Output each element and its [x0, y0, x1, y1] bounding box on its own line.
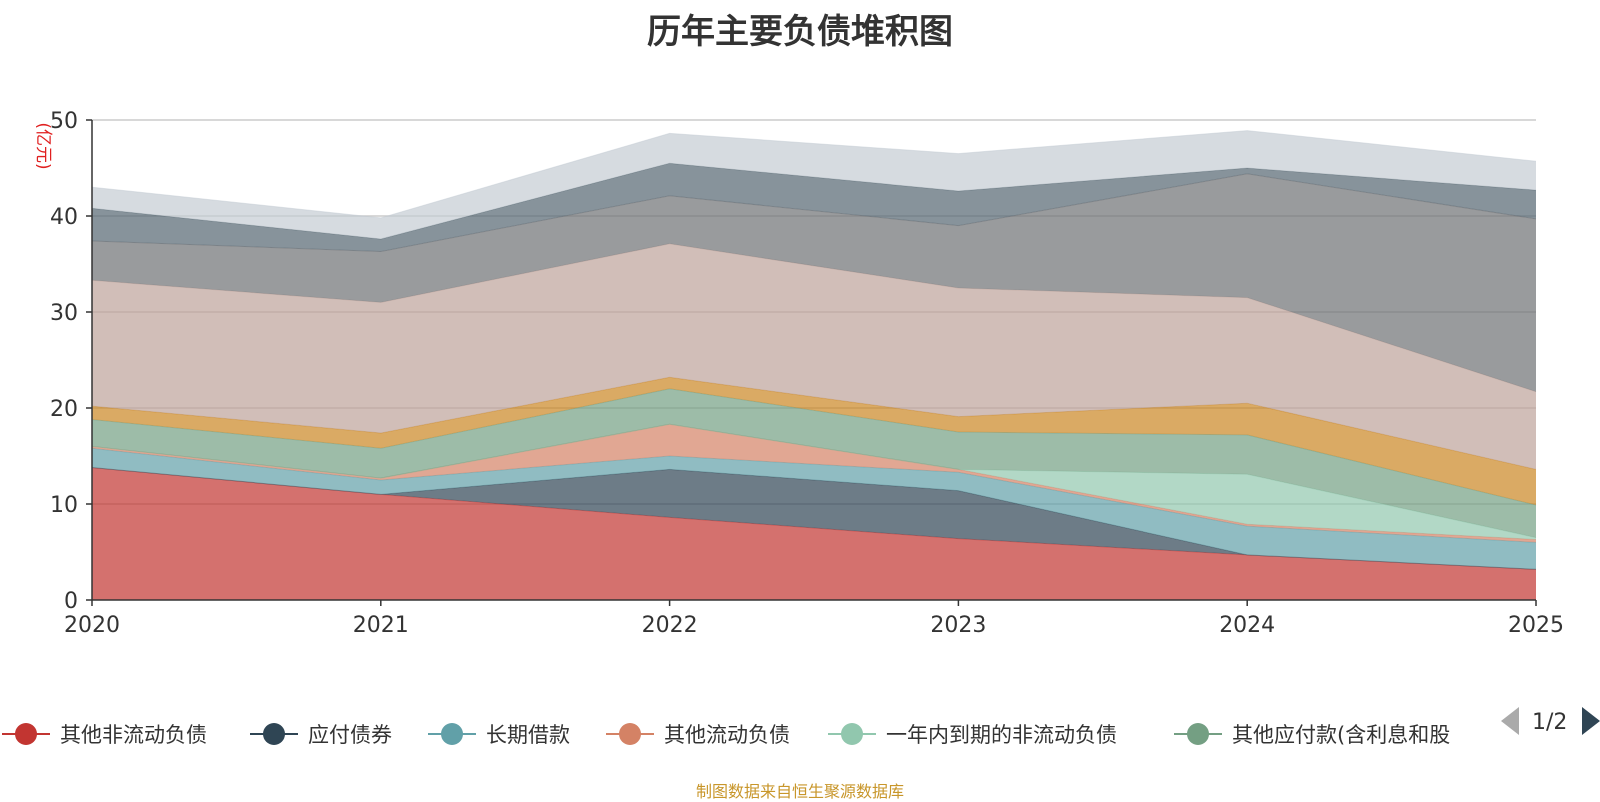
- x-tick-label: 2020: [64, 613, 120, 638]
- y-axis-unit-label: (亿元): [33, 122, 53, 169]
- area-3: [92, 448, 1536, 570]
- y-tick-label: 0: [64, 589, 78, 614]
- legend-marker-icon: [263, 723, 285, 745]
- area-2: [92, 467, 1536, 570]
- area-11: [92, 130, 1536, 239]
- legend-marker-icon: [15, 723, 37, 745]
- legend-item[interactable]: 其他应付款(含利息和股: [1174, 723, 1450, 747]
- legend-marker-icon: [1187, 723, 1209, 745]
- x-tick-label: 2021: [353, 613, 409, 638]
- legend-marker-icon: [841, 723, 863, 745]
- y-tick-label: 50: [50, 109, 78, 134]
- area-line-11: [91, 130, 1537, 219]
- legend-label: 长期借款: [486, 723, 570, 747]
- legend-item[interactable]: 其他非流动负债: [2, 723, 207, 747]
- legend-label: 其他应付款(含利息和股: [1232, 723, 1450, 747]
- legend-marker-icon: [619, 723, 641, 745]
- x-tick-label: 2022: [642, 613, 698, 638]
- area-6: [92, 388, 1536, 538]
- area-series: [91, 130, 1537, 600]
- legend-label: 其他非流动负债: [60, 723, 207, 747]
- axes: 0 10 20 30 40 50 2020 2021 2022 2023 2024 2025: [50, 109, 1564, 638]
- y-tick-label: 10: [50, 493, 78, 518]
- x-tick-label: 2023: [930, 613, 986, 638]
- x-tick-label: 2025: [1508, 613, 1564, 638]
- area-4: [92, 424, 1536, 543]
- y-tick-label: 30: [50, 301, 78, 326]
- x-tick-label: 2024: [1219, 613, 1275, 638]
- legend-pager[interactable]: 1/2: [1501, 707, 1600, 735]
- data-source-note: 制图数据来自恒生聚源数据库: [695, 782, 904, 801]
- legend-item[interactable]: 其他流动负债: [606, 723, 790, 747]
- area-10: [92, 163, 1536, 252]
- area-5: [92, 424, 1536, 540]
- legend-next-arrow-icon[interactable]: [1582, 707, 1600, 735]
- legend-label: 应付债券: [308, 723, 392, 747]
- legend-item[interactable]: 一年内到期的非流动负债: [828, 723, 1117, 747]
- chart-title: 历年主要负债堆积图: [647, 12, 953, 52]
- area-7: [92, 377, 1536, 505]
- legend-label: 其他流动负债: [664, 723, 790, 747]
- y-tick-label: 40: [50, 205, 78, 230]
- y-tick-label: 20: [50, 397, 78, 422]
- area-8: [92, 243, 1536, 470]
- legend[interactable]: 其他非流动负债 应付债券 长期借款 其他流动负债 一年内到期的非流动负债 其他应付款(含利…: [2, 723, 1450, 747]
- legend-marker-icon: [441, 723, 463, 745]
- legend-item[interactable]: 长期借款: [428, 723, 570, 747]
- legend-prev-arrow-icon[interactable]: [1501, 707, 1519, 735]
- area-9: [92, 173, 1536, 392]
- legend-page-indicator: 1/2: [1532, 710, 1567, 735]
- legend-item[interactable]: 应付债券: [250, 723, 392, 747]
- legend-label: 一年内到期的非流动负债: [886, 723, 1117, 747]
